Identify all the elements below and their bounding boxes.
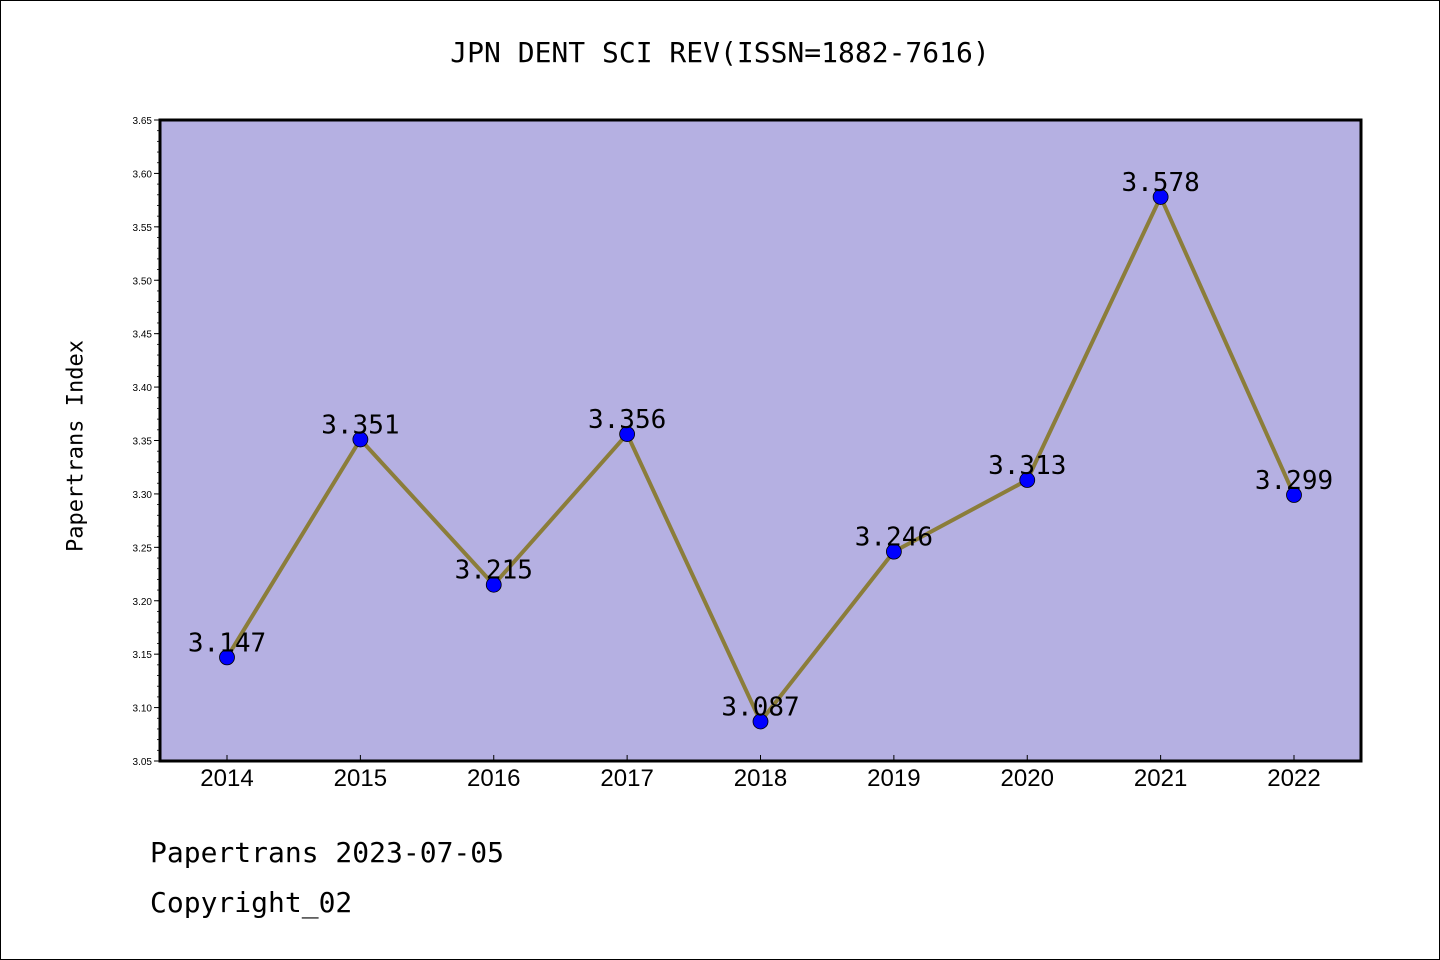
data-label: 3.356 (588, 405, 666, 435)
data-markers (219, 189, 1302, 730)
x-tick-label: 2021 (1134, 765, 1187, 792)
y-tick-label: 3.40 (133, 383, 153, 394)
data-point (885, 543, 902, 560)
data-label: 3.215 (455, 556, 533, 586)
x-tick-label: 2016 (467, 765, 520, 792)
y-tick-label: 3.10 (133, 704, 153, 715)
y-tick-label: 3.60 (133, 169, 153, 180)
data-label: 3.246 (855, 523, 933, 553)
chart-title: JPN DENT SCI REV(ISSN=1882-7616) (450, 36, 990, 69)
y-tick-label: 3.35 (133, 437, 153, 448)
y-axis: 3.05 3.10 3.15 3.20 3.25 3.30 3.35 3.40 3.45 3.50… (133, 116, 160, 768)
data-label: 3.299 (1255, 466, 1333, 496)
y-tick-label: 3.65 (133, 116, 153, 127)
source-date-text: Papertrans 2023-07-05 (150, 836, 505, 869)
data-label: 3.087 (721, 692, 799, 722)
y-tick-label: 3.20 (133, 597, 153, 608)
y-tick-label: 3.55 (133, 223, 153, 234)
data-point (352, 431, 369, 448)
x-tick-label: 2022 (1267, 765, 1320, 792)
x-tick-label: 2017 (600, 765, 653, 792)
data-point (1152, 189, 1169, 205)
y-tick-label: 3.15 (133, 650, 153, 661)
y-tick-label: 3.45 (133, 330, 153, 341)
data-labels: 3.147 3.351 3.215 3.356 3.087 3.246 3.313 3.578… (188, 168, 1333, 723)
data-point (1286, 487, 1302, 503)
x-axis: 2014 2015 2016 2017 2018 2019 2020 2021 2022 (200, 755, 1321, 792)
data-point (1019, 472, 1036, 488)
y-tick-label: 3.25 (133, 543, 153, 554)
y-tick-label: 3.05 (133, 757, 153, 768)
x-tick-label: 2018 (734, 765, 787, 792)
data-point (619, 426, 636, 442)
y-tick-label: 3.50 (133, 276, 153, 287)
x-tick-label: 2020 (1001, 765, 1054, 792)
data-point (485, 576, 502, 593)
data-label: 3.313 (988, 451, 1066, 481)
x-tick-label: 2019 (867, 765, 920, 792)
data-label: 3.351 (321, 410, 399, 440)
data-label: 3.147 (188, 628, 266, 658)
x-tick-label: 2014 (200, 765, 253, 792)
data-point (752, 713, 769, 730)
plot-area (160, 120, 1361, 761)
plot-border (158, 118, 1363, 763)
y-tick-label: 3.30 (133, 490, 153, 501)
data-label: 3.578 (1121, 168, 1199, 198)
copyright-text: Copyright_02 (150, 886, 353, 919)
data-point (219, 649, 235, 666)
x-tick-label: 2015 (334, 765, 387, 792)
